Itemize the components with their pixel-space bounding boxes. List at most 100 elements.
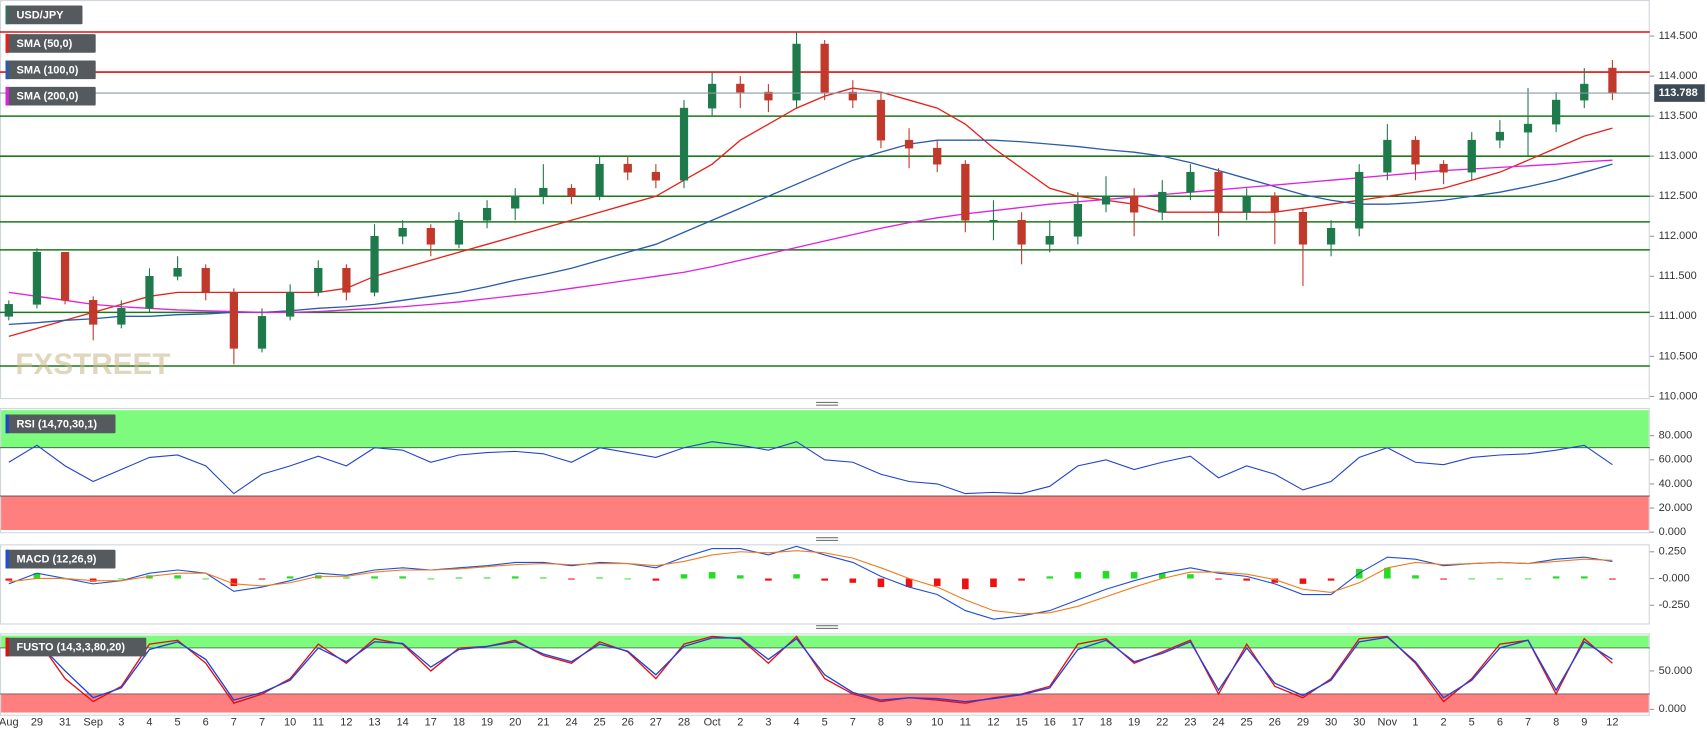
candle-body [1439, 163, 1448, 173]
y-tick-label: 110.000 [1659, 390, 1698, 402]
x-tick-label: 11 [313, 716, 324, 728]
x-tick-label: 26 [622, 716, 634, 728]
panel-frame [0, 407, 1650, 534]
candle-body [1467, 139, 1476, 173]
histogram-bar [624, 578, 632, 580]
candle-body [1186, 171, 1195, 193]
y-tick-label: 113.500 [1659, 110, 1698, 122]
x-tick-label: 19 [481, 716, 493, 728]
y-tick-label: 112.000 [1659, 230, 1698, 242]
candle-body [904, 139, 914, 149]
x-tick-label: 5 [822, 716, 828, 728]
histogram-bar [1102, 571, 1110, 579]
label-box [5, 414, 116, 434]
histogram-bar [933, 578, 941, 586]
label-swatch [5, 34, 9, 53]
y-tick-label: 40.000 [1659, 478, 1693, 490]
x-tick-label: 11 [960, 716, 971, 728]
histogram-bar [962, 578, 969, 590]
y-tick-label: 80.000 [1659, 430, 1693, 442]
candle-body [651, 171, 660, 181]
label-swatch [5, 86, 9, 106]
histogram-bar [371, 576, 378, 579]
last-price-box [1654, 84, 1705, 102]
oversold-zone [1, 495, 1649, 530]
candle-body [32, 252, 42, 305]
candle-body [1017, 219, 1026, 245]
histogram-bar [343, 577, 350, 579]
candle-body [314, 268, 323, 293]
candle-body [286, 292, 295, 317]
candle-body [876, 99, 886, 141]
candle-body [370, 235, 379, 293]
x-tick-label: 1 [1412, 716, 1418, 728]
x-tick-label: 10 [284, 716, 296, 728]
candle-body [342, 268, 351, 293]
histogram-bar [765, 578, 772, 581]
candle-body [1045, 235, 1054, 245]
oversold-zone [1, 693, 1649, 713]
label-text: SMA (100,0) [16, 64, 78, 76]
histogram-bar [1580, 576, 1588, 579]
x-tick-label: 10 [931, 716, 943, 728]
histogram-bar [174, 575, 181, 579]
x-tick-label: 7 [259, 716, 265, 728]
label-text: RSI (14,70,30,1) [16, 418, 97, 430]
histogram-bar [1187, 574, 1194, 579]
candle-body [257, 316, 267, 349]
y-tick-label: 0.000 [1659, 526, 1687, 538]
series-line [8, 159, 1613, 314]
x-tick-label: 6 [1497, 716, 1503, 728]
candle-body [1608, 67, 1617, 94]
histogram-bar [1215, 578, 1222, 580]
candle-body [1242, 195, 1251, 213]
candle-body [1355, 171, 1364, 229]
candle-body [623, 163, 632, 173]
histogram-bar [1552, 576, 1560, 579]
x-tick-label: 3 [118, 716, 124, 728]
x-tick-label: 4 [793, 716, 799, 728]
histogram-bar [793, 574, 800, 579]
x-tick-label: 21 [537, 716, 549, 728]
candle-body [989, 219, 998, 222]
candle-body [4, 304, 13, 317]
histogram-bar [652, 578, 660, 581]
panel-frame [0, 633, 1650, 716]
separator [816, 401, 839, 406]
candle-body [173, 268, 182, 277]
histogram-bar [680, 574, 688, 579]
last-price-label: 113.788 [1659, 87, 1698, 99]
y-tick-label: 110.500 [1659, 350, 1698, 362]
histogram-bar [1074, 572, 1082, 579]
candle-body [539, 187, 548, 197]
x-tick-label: 20 [509, 716, 521, 728]
candle-body [1580, 83, 1589, 101]
x-tick-label: 24 [565, 716, 577, 728]
candle-body [1495, 131, 1505, 141]
candle-body [1298, 211, 1308, 245]
watermark: FXSTREET [15, 348, 170, 381]
candle-body [89, 300, 98, 325]
histogram-bar [1609, 578, 1616, 580]
histogram-bar [286, 576, 294, 579]
label-text: SMA (200,0) [16, 91, 78, 103]
histogram-bar [877, 578, 885, 588]
histogram-bar [821, 578, 828, 581]
histogram-bar [1384, 567, 1391, 579]
candle-body [595, 163, 604, 197]
y-tick-label: 20.000 [1659, 502, 1693, 514]
x-tick-label: 13 [368, 716, 380, 728]
histogram-bar [1468, 578, 1476, 580]
label-box [5, 34, 96, 53]
candle-body [1326, 227, 1336, 245]
separator [816, 625, 839, 629]
x-tick-label: 14 [397, 716, 409, 728]
histogram-bar [905, 578, 913, 588]
histogram-bar [596, 577, 603, 579]
candle-body [764, 91, 773, 101]
x-tick-label: 8 [878, 716, 884, 728]
candle-body [201, 268, 210, 293]
histogram-bar [568, 578, 575, 580]
histogram-bar [1130, 572, 1138, 579]
